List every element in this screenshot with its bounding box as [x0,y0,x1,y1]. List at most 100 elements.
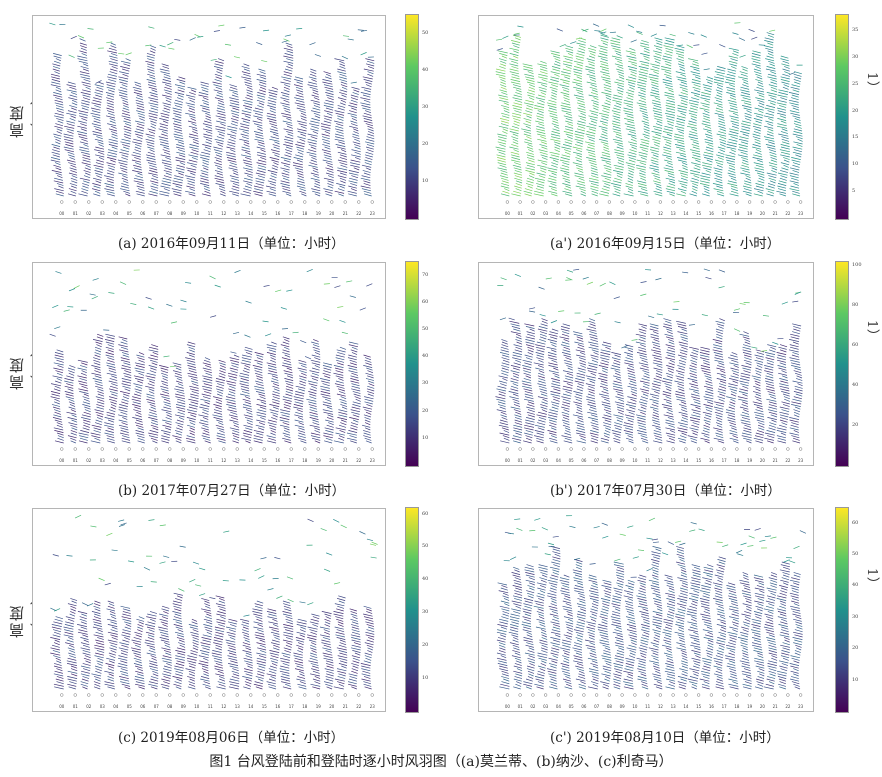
wind-barb-column [533,277,552,451]
wind-barb-column [635,30,650,204]
x-tick-label: 10 [194,211,200,216]
x-tick-label: 22 [356,458,362,463]
colorbar-tick-label: 20 [422,140,429,147]
x-tick-label: 11 [208,211,214,216]
wind-barb-column [117,52,132,204]
wind-barb-column [347,29,364,204]
wind-barb-column [635,269,652,451]
wind-barb-column [507,518,523,697]
x-tick-label: 03 [543,458,549,463]
wind-barb-column [131,81,145,204]
colorbar-tick-label: 40 [852,382,859,388]
wind-barb-column [597,522,612,697]
colorbar-tick-label: 30 [852,53,859,60]
wind-barb-column [674,44,688,204]
x-tick-label: 22 [785,458,791,463]
wind-barb-column [737,28,755,204]
colorbar-tick-label: 10 [852,676,859,683]
x-tick-label: 18 [734,458,740,463]
x-tick-label: 14 [248,704,254,709]
x-tick-label: 17 [289,211,295,216]
wind-barb-column [623,339,638,451]
x-tick-label: 23 [798,458,804,463]
wind-barb-plot: 00 01 02 03 04 05 06 07 08 09 10 11 12 13 14 15 16 17 18 19… [49,268,376,463]
colorbar-tick-label: 30 [852,613,859,620]
panel-caption: (a) 2016年09月11日（单位：小时） [118,236,345,252]
colorbar-tick-label: 30 [422,103,429,110]
x-tick-label: 13 [235,704,241,709]
x-tick-label: 12 [658,704,664,709]
colorbar-label: 风速（m·s-1） [864,568,879,592]
x-tick-label: 09 [620,211,626,216]
wind-barb-column [585,23,601,204]
colorbar-tick-label: 10 [422,434,429,441]
x-tick-label: 23 [370,704,376,709]
panel-caption: (a') 2016年09月15日（单位：小时） [550,236,781,252]
x-tick-label: 02 [530,458,536,463]
x-tick-label: 22 [356,704,362,709]
x-tick-label: 22 [356,211,362,216]
colorbar-tick-label: 20 [422,407,429,414]
wind-barb-column [724,22,741,204]
wind-barb-column [521,530,538,697]
x-tick-label: 14 [683,211,689,216]
x-tick-label: 15 [262,211,268,216]
colorbar-tick-label: 50 [852,551,859,558]
x-tick-label: 10 [632,704,638,709]
wind-barb-column [239,300,253,451]
x-tick-label: 12 [658,211,664,216]
wind-barb-column [751,36,765,204]
x-tick-label: 20 [760,211,766,216]
colorbar-label: 风速（m·s-1） [864,320,879,344]
wind-barb-column [572,557,587,697]
x-tick-label: 05 [127,458,133,463]
wind-barb-column [225,270,241,451]
x-tick-label: 13 [671,458,677,463]
wind-barb-column [346,280,361,451]
x-tick-label: 14 [683,458,689,463]
wind-barb-column [763,29,778,204]
x-tick-label: 16 [709,458,715,463]
x-tick-label: 00 [59,704,65,709]
wind-barb-column [198,567,216,697]
wind-barb-column [623,525,639,697]
colorbar-tick-label: 20 [852,107,859,114]
x-tick-label: 15 [696,704,702,709]
x-tick-label: 09 [620,458,626,463]
x-tick-label: 03 [543,704,549,709]
x-tick-label: 21 [343,458,349,463]
wind-barb-column [252,557,267,697]
x-tick-label: 03 [100,704,106,709]
x-tick-label: 12 [221,704,227,709]
x-tick-label: 18 [734,211,740,216]
x-tick-label: 03 [100,458,106,463]
wind-barb-column [211,530,230,697]
wind-barb-column [508,273,523,451]
colorbar-tick-label: 70 [422,271,429,278]
x-tick-label: 18 [734,704,740,709]
x-tick-label: 00 [59,211,65,216]
colorbar-tick-label: 15 [852,134,859,141]
wind-barb-column [252,284,270,451]
wind-barb-column [159,303,176,451]
panel-caption: (b) 2017年07月27日（单位：小时） [118,483,346,499]
x-tick-label: 23 [370,458,376,463]
x-tick-label: 12 [221,458,227,463]
colorbar-tick-label: 10 [422,675,429,682]
colorbar-tick-label: 20 [422,642,429,649]
x-tick-label: 11 [645,458,651,463]
colorbar-ticks: 10 20 30 40 50 60 [419,507,439,711]
x-tick-label: 20 [329,211,335,216]
wind-barb-column [763,535,778,697]
wind-barb-column [789,530,807,697]
wind-barb-column [50,554,64,697]
colorbar-tick-label: 40 [852,582,859,589]
wind-barb-column [198,58,217,204]
x-tick-label: 07 [154,704,160,709]
x-tick-label: 10 [632,458,638,463]
x-tick-label: 19 [747,458,753,463]
colorbar-label: 风速（m·s-1） [864,72,879,96]
panel-caption: (b') 2017年07月30日（单位：小时） [550,483,781,499]
wind-barb-column [212,24,226,204]
colorbar-ticks: 10 20 30 40 50 [419,14,439,218]
